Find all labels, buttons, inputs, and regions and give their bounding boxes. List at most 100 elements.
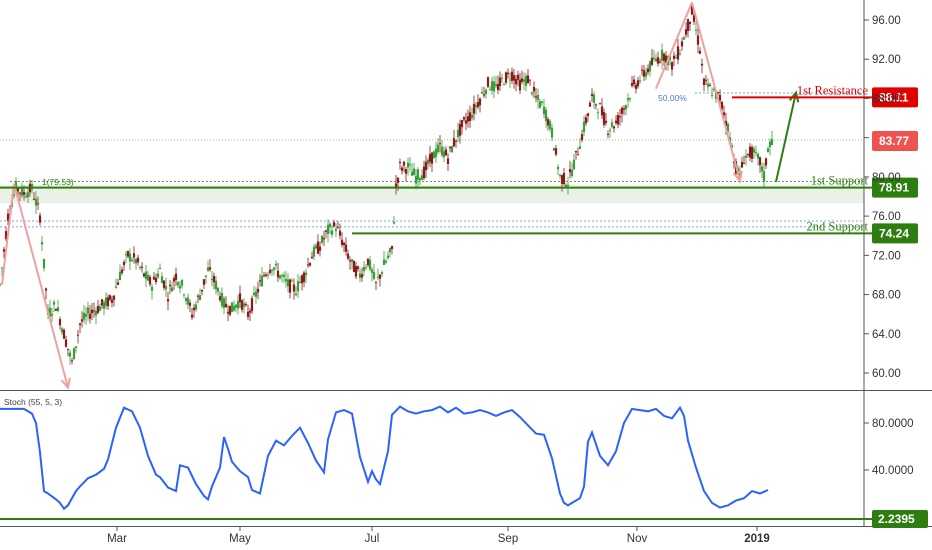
candle-body: [200, 289, 204, 292]
candle-body: [404, 169, 408, 174]
candle-body: [754, 152, 758, 154]
candle-body: [42, 258, 46, 269]
candle-body: [700, 63, 704, 66]
oscillator-tick: 80.0000: [872, 418, 914, 430]
candle-body: [228, 305, 232, 315]
candle-body: [588, 102, 592, 107]
candle-body: [614, 120, 618, 123]
time-label: Mar: [107, 533, 127, 545]
candle-body: [32, 198, 36, 200]
candle-body: [412, 168, 416, 175]
candle-body: [210, 278, 214, 281]
candle-body: [192, 307, 196, 311]
candle-body: [98, 306, 102, 311]
candle-body: [276, 270, 280, 278]
candle-body: [254, 291, 258, 297]
candle-body: [740, 161, 744, 168]
time-label: Nov: [627, 533, 648, 545]
candle-body: [0, 283, 2, 285]
candle-body: [106, 297, 110, 307]
candle-body: [362, 266, 366, 272]
candle-body: [298, 281, 302, 283]
candle-body: [306, 264, 310, 266]
candle-body: [116, 282, 120, 285]
candle-body: [748, 146, 752, 158]
candle-body: [698, 50, 702, 54]
candle-body: [406, 162, 410, 168]
candle-body: [446, 158, 450, 164]
candle-body: [398, 161, 402, 163]
candle-body: [314, 245, 318, 249]
candle-body: [564, 184, 568, 187]
candle-body: [174, 273, 178, 280]
candle-body: [716, 92, 720, 94]
candle-body: [280, 275, 284, 277]
candle-body: [346, 253, 350, 259]
price-tick: 76.00: [872, 211, 901, 223]
candle-body: [22, 192, 26, 195]
candle-body: [36, 203, 40, 205]
candle-body: [676, 46, 680, 60]
candle-body: [102, 302, 106, 309]
candle-body: [38, 215, 42, 223]
candle-body: [730, 145, 734, 148]
candle-body: [546, 119, 550, 126]
candle-body: [182, 294, 186, 296]
candle-body: [360, 274, 364, 278]
candle-body: [426, 159, 430, 165]
candle-body: [212, 276, 216, 283]
candle-body: [56, 307, 60, 312]
candle-body: [238, 293, 242, 303]
candle-body: [460, 120, 464, 128]
candle-body: [60, 328, 64, 333]
candle-body: [176, 282, 180, 286]
candle-body: [294, 293, 298, 296]
candle-body: [496, 84, 500, 90]
candle-body: [6, 213, 10, 221]
candle-body: [336, 227, 340, 229]
candle-body: [482, 94, 486, 96]
candle-body: [658, 61, 662, 63]
candle-body: [242, 303, 246, 307]
candle-body: [262, 275, 266, 277]
candle-body: [688, 21, 692, 25]
candle-body: [158, 267, 162, 269]
candle-body: [524, 75, 528, 86]
candle-body: [278, 275, 282, 279]
candle-body: [232, 305, 236, 311]
candle-body: [364, 267, 368, 269]
oscillator-label: Stoch (55, 5, 3): [4, 397, 62, 407]
candle-body: [124, 254, 128, 256]
current-price: 83.77: [879, 134, 909, 148]
candle-body: [392, 221, 396, 224]
candle-body: [286, 279, 290, 287]
candle-body: [86, 307, 90, 314]
candle-body: [68, 352, 72, 357]
candle-body: [20, 186, 24, 196]
candle-body: [16, 188, 20, 192]
candle-body: [138, 266, 142, 268]
candle-body: [338, 230, 342, 236]
candle-body: [694, 29, 698, 31]
candle-body: [608, 129, 612, 131]
candle-body: [630, 83, 634, 86]
candle-body: [592, 94, 596, 103]
candle-body: [172, 278, 176, 282]
candle-body: [178, 285, 182, 289]
candle-body: [324, 230, 328, 232]
candle-body: [4, 231, 8, 240]
candle-body: [162, 280, 166, 288]
candle-body: [696, 35, 700, 45]
candle-body: [744, 155, 748, 158]
candle-body: [472, 103, 476, 114]
candle-body: [12, 194, 16, 196]
candle-body: [110, 299, 114, 303]
candle-body: [216, 287, 220, 292]
candle-body: [532, 86, 536, 92]
candle-body: [436, 144, 440, 152]
candle-body: [746, 153, 750, 155]
candle-body: [220, 292, 224, 307]
level-label: 2nd Support: [807, 219, 869, 233]
candle-body: [684, 29, 688, 35]
candle-body: [264, 274, 268, 276]
